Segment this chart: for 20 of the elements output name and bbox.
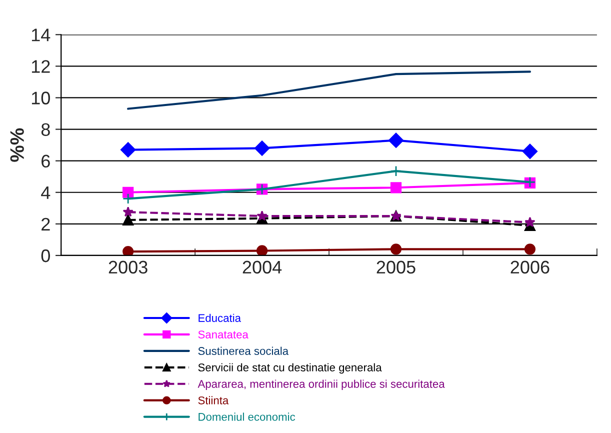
- y-tick-label: 14: [32, 28, 50, 42]
- y-tick-label: 10: [32, 92, 50, 104]
- y-tick-label: 0: [41, 249, 50, 262]
- y-tick-label: 4: [41, 186, 50, 199]
- x-tick-label: 2005: [376, 260, 416, 274]
- x-tick-label: 2003: [108, 260, 148, 274]
- y-axis-title: %%: [10, 128, 24, 162]
- legend-label: Stiinta: [198, 396, 229, 404]
- legend-label: Servicii de stat cu destinatie generala: [198, 363, 382, 374]
- y-tick-label: 12: [32, 60, 50, 73]
- y-tick-label: 8: [41, 123, 50, 136]
- legend-label: Sustinerea sociala: [198, 346, 289, 355]
- x-tick-label: 2006: [510, 260, 550, 274]
- legend-label: Educatia: [198, 314, 241, 322]
- legend-label: Sanatatea: [198, 330, 248, 338]
- y-tick-label: 2: [42, 218, 50, 230]
- x-tick-label: 2004: [242, 260, 282, 274]
- legend-label: Apararea, mentinerea ordinii publice si securitatea: [198, 380, 445, 390]
- y-tick-label: 6: [42, 154, 50, 168]
- legend-label: Domeniul economic: [198, 412, 296, 421]
